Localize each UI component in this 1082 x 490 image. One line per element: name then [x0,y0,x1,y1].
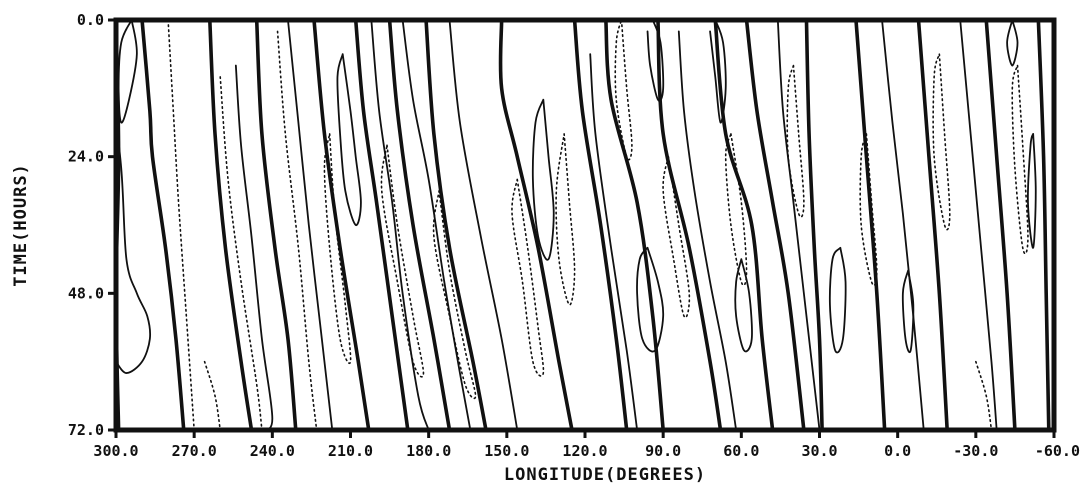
negative-contour [614,20,633,161]
x-tick-label: 240.0 [250,442,295,460]
positive-contour [589,53,639,430]
zero-contour [572,20,629,430]
positive-contour [901,269,915,354]
negative-contour [432,190,477,400]
negative-contour [555,133,576,306]
positive-contour [336,53,362,226]
y-axis-title: TIME(HOURS) [11,163,31,287]
zero-contour [498,20,574,430]
zero-contour [353,20,410,430]
positive-contour [370,20,430,430]
x-tick-label: 30.0 [801,442,837,460]
x-axis-title: LONGITUDE(DEGREES) [504,465,706,485]
positive-contour [1026,132,1037,249]
y-axis: 0.0 24.0 48.0 72.0 [68,11,116,439]
positive-contour [448,20,519,430]
positive-contour [959,20,998,430]
zero-contour [312,20,371,430]
x-tick-label: 270.0 [172,442,217,460]
y-tick-label: 72.0 [68,421,104,439]
y-tick-label: 48.0 [68,284,104,302]
zero-contour [984,20,1017,430]
zero-contour [916,20,949,430]
zero-contour [604,20,665,430]
positive-contour [531,98,555,261]
x-tick-label: 90.0 [645,442,681,460]
positive-contour [734,258,753,353]
negative-contour [1011,64,1029,255]
x-tick-label: 120.0 [562,442,607,460]
zero-contour [744,20,806,430]
negative-contour [219,76,263,430]
x-tick-label: 180.0 [406,442,451,460]
positive-contour [234,64,274,430]
plot-area [116,20,1051,430]
negative-contour [975,360,993,430]
positive-contour [828,246,847,354]
negative-contour [662,155,691,319]
negative-contour [859,133,878,287]
positive-contour [636,246,665,353]
positive-contour [116,112,152,374]
zero-contour [656,20,723,430]
negative-contour [380,144,425,378]
x-tick-label: -60.0 [1035,442,1080,460]
x-axis: 300.0 270.0 240.0 210.0 180.0 150.0 120.0 90.0 6… [93,430,1080,460]
x-tick-label: 0.0 [884,442,911,460]
positive-contour [776,20,821,430]
negative-contour [167,20,195,430]
positive-contour [677,30,738,430]
negative-contour [203,360,222,430]
x-tick-label: 210.0 [328,442,373,460]
positive-contour [1006,20,1019,67]
negative-contour [786,64,805,218]
plot-frame [113,17,1057,433]
zero-contour [804,20,824,430]
positive-contour [401,20,472,430]
zero-contour [208,20,254,430]
positive-contour [287,20,334,430]
negative-contour [511,178,545,377]
zero-contour [254,20,298,430]
zero-contour [140,20,186,430]
positive-contour [117,20,138,124]
x-tick-label: 300.0 [93,442,138,460]
negative-contour [276,30,318,430]
negative-contour [724,133,748,287]
x-tick-label: -30.0 [953,442,998,460]
zero-contour [424,20,488,430]
negative-contour [932,53,951,231]
zero-contour [1036,20,1051,430]
positive-contour [881,20,925,430]
y-tick-label: 24.0 [68,148,104,166]
y-tick-label: 0.0 [77,11,104,29]
x-tick-label: 150.0 [484,442,529,460]
zero-contour [387,20,452,430]
zero-contour [713,20,775,430]
x-tick-label: 60.0 [723,442,759,460]
zero-contour [854,20,887,430]
